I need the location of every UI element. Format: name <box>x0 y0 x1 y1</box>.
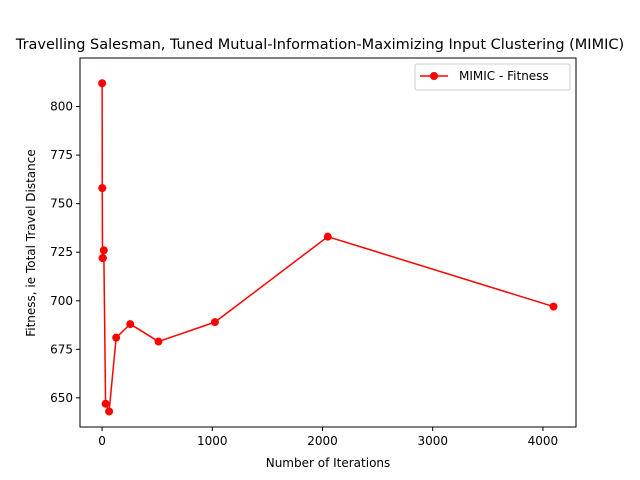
x-axis: 0 1000 2000 3000 4000 <box>98 427 558 448</box>
plot-frame <box>79 57 577 428</box>
x-tick-label: 4000 <box>528 434 559 448</box>
data-point <box>112 333 121 342</box>
data-point <box>98 254 107 263</box>
data-point <box>154 337 163 346</box>
data-point <box>101 399 110 408</box>
y-tick-label: 700 <box>50 294 73 308</box>
data-point <box>99 246 108 255</box>
chart-title: Travelling Salesman, Tuned Mutual-Inform… <box>15 37 624 53</box>
data-point <box>210 318 219 327</box>
y-axis-label: Fitness, ie Total Travel Distance <box>24 149 38 337</box>
data-point <box>126 320 135 329</box>
legend-marker-mimic <box>430 72 438 80</box>
x-tick-label: 0 <box>98 434 106 448</box>
data-point <box>105 407 114 416</box>
y-tick-label: 750 <box>50 197 73 211</box>
x-tick-label: 1000 <box>197 434 228 448</box>
legend: MIMIC - Fitness <box>414 63 571 91</box>
legend-label-mimic: MIMIC - Fitness <box>459 69 549 83</box>
data-point <box>98 184 107 193</box>
plot-area <box>98 79 558 416</box>
y-tick-label: 675 <box>50 342 73 356</box>
data-point <box>323 232 332 241</box>
y-tick-label: 800 <box>50 100 73 114</box>
legend-box <box>414 63 571 91</box>
y-tick-label: 650 <box>50 391 73 405</box>
y-axis: 650 675 700 725 750 775 800 <box>50 100 80 405</box>
x-axis-label: Number of Iterations <box>266 456 391 470</box>
data-point <box>549 302 558 311</box>
data-point <box>98 79 107 88</box>
y-tick-label: 725 <box>50 245 73 259</box>
x-tick-label: 2000 <box>307 434 338 448</box>
y-tick-label: 775 <box>50 148 73 162</box>
x-tick-label: 3000 <box>417 434 448 448</box>
